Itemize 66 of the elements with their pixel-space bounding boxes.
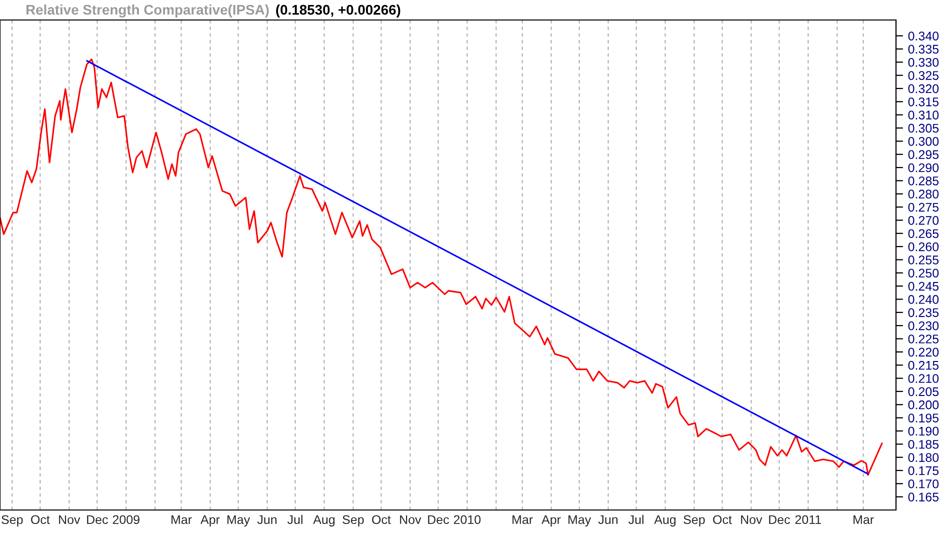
y-tick-label: 0.260 bbox=[908, 242, 939, 252]
chart-subtitle: (0.18530, +0.00266) bbox=[276, 4, 400, 18]
y-tick-label: 0.340 bbox=[908, 32, 939, 40]
y-tick-label: 0.285 bbox=[908, 176, 939, 186]
y-tick-label: 0.205 bbox=[908, 387, 939, 396]
x-tick-label: Sep bbox=[342, 515, 364, 527]
y-tick-label: 0.310 bbox=[908, 110, 939, 120]
x-tick-label: Nov bbox=[400, 515, 422, 524]
x-tick-label: Mar bbox=[512, 515, 533, 524]
x-tick-label: Dec bbox=[769, 515, 790, 524]
y-tick-label: 0.180 bbox=[908, 453, 939, 462]
x-tick-label: Nov bbox=[741, 515, 762, 524]
x-tick-label: Sep bbox=[2, 515, 23, 527]
y-tick-label: 0.195 bbox=[908, 414, 939, 422]
x-tick-label: Mar bbox=[854, 515, 874, 524]
y-tick-label: 0.240 bbox=[908, 295, 939, 304]
y-tick-label: 0.300 bbox=[908, 136, 939, 146]
x-tick-label: Nov bbox=[59, 515, 80, 524]
y-tick-label: 0.210 bbox=[908, 374, 939, 383]
y-tick-label: 0.270 bbox=[908, 216, 939, 225]
y-tick-label: 0.185 bbox=[908, 440, 939, 449]
y-tick-label: 0.175 bbox=[908, 466, 939, 476]
y-tick-label: 0.280 bbox=[908, 190, 939, 199]
x-tick-label: Mar bbox=[172, 515, 192, 524]
y-tick-label: 0.190 bbox=[908, 426, 939, 436]
y-tick-label: 0.215 bbox=[908, 360, 939, 370]
x-tick-label: Jun bbox=[598, 515, 618, 524]
x-tick-label: Aug bbox=[654, 515, 676, 527]
y-tick-label: 0.200 bbox=[908, 400, 939, 410]
y-tick-label: 0.230 bbox=[908, 321, 939, 330]
y-tick-label: 0.225 bbox=[908, 334, 939, 344]
y-tick-label: 0.305 bbox=[908, 124, 939, 133]
x-tick-label: Dec bbox=[428, 515, 449, 524]
x-tick-label: 2010 bbox=[454, 515, 481, 524]
y-tick-label: 0.235 bbox=[908, 308, 939, 318]
x-tick-label: Jul bbox=[287, 514, 302, 524]
x-tick-label: Aug bbox=[313, 515, 335, 527]
y-tick-label: 0.335 bbox=[908, 44, 939, 54]
x-tick-label: 2011 bbox=[795, 515, 822, 524]
x-tick-label: Jul bbox=[628, 514, 644, 524]
chart-title: Relative Strength Comparative(IPSA) bbox=[26, 4, 269, 18]
y-tick-label: 0.295 bbox=[908, 150, 939, 160]
y-tick-label: 0.330 bbox=[908, 58, 939, 67]
x-tick-label: Oct bbox=[372, 515, 391, 524]
y-tick-label: 0.255 bbox=[908, 256, 939, 264]
x-tick-label: May bbox=[568, 515, 592, 527]
y-tick-label: 0.220 bbox=[908, 348, 939, 357]
x-tick-label: May bbox=[227, 515, 250, 527]
x-tick-label: Apr bbox=[200, 515, 220, 527]
y-tick-label: 0.275 bbox=[908, 202, 939, 212]
x-tick-label: 2009 bbox=[112, 515, 140, 524]
y-tick-label: 0.170 bbox=[908, 479, 939, 488]
x-tick-label: Apr bbox=[542, 515, 561, 527]
x-tick-label: Dec bbox=[87, 515, 108, 524]
x-tick-label: Jun bbox=[257, 515, 276, 524]
x-tick-label: Oct bbox=[713, 515, 732, 524]
y-tick-label: 0.290 bbox=[908, 163, 939, 172]
y-tick-label: 0.325 bbox=[908, 71, 939, 80]
y-tick-label: 0.265 bbox=[908, 229, 939, 238]
y-tick-label: 0.165 bbox=[908, 492, 939, 502]
y-tick-label: 0.245 bbox=[908, 282, 939, 291]
x-tick-label: Oct bbox=[31, 515, 50, 524]
y-tick-label: 0.320 bbox=[908, 84, 939, 94]
y-tick-label: 0.315 bbox=[908, 97, 939, 106]
y-tick-label: 0.250 bbox=[908, 268, 939, 278]
x-tick-label: Sep bbox=[684, 515, 705, 527]
